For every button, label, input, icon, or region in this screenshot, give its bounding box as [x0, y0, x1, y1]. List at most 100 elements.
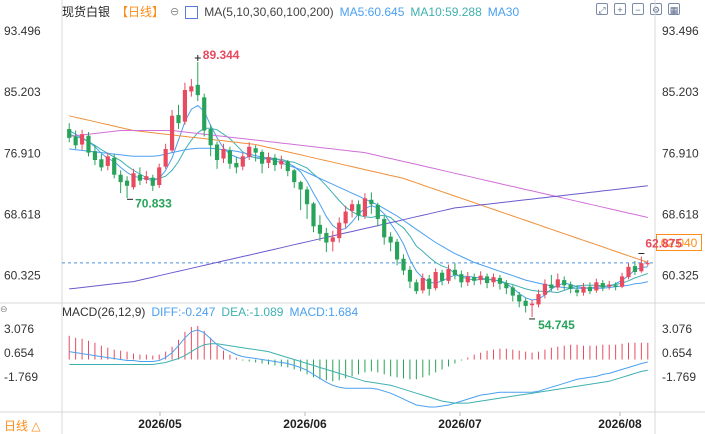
- candle-body: [317, 224, 323, 234]
- candle-body: [594, 282, 599, 291]
- period-selector[interactable]: 【日线】: [116, 5, 165, 19]
- candle-body: [163, 148, 168, 167]
- price-tick-right: 60.325: [662, 269, 699, 283]
- candle-body: [574, 289, 580, 293]
- candle-body: [388, 236, 393, 243]
- candle-body: [639, 263, 644, 272]
- candle-body: [247, 146, 252, 158]
- expand-icon[interactable]: ⤢: [596, 3, 608, 15]
- candle-body: [536, 294, 541, 305]
- candle-body: [182, 90, 188, 122]
- ma-line-ma200: [69, 185, 648, 290]
- candle-body: [208, 129, 213, 146]
- candle-body: [645, 263, 650, 265]
- candle-body: [124, 180, 130, 186]
- candle-body: [446, 269, 451, 281]
- candle-body: [523, 300, 528, 306]
- ma10-value: MA10:59.288: [410, 4, 482, 19]
- ma-label[interactable]: MA(5,10,30,60,100,200): [204, 4, 334, 19]
- candle-body: [452, 269, 458, 275]
- price-tick-left: 76.910: [4, 146, 41, 160]
- ma5-value: MA5:60.645: [339, 4, 405, 19]
- footer-period-selector[interactable]: 日线 △: [4, 419, 41, 433]
- grid-icon[interactable]: ▦: [668, 3, 680, 15]
- candle-body: [472, 277, 477, 281]
- candle-body: [478, 275, 483, 281]
- candle-body: [510, 287, 515, 296]
- candle-body: [459, 274, 464, 283]
- candle-body: [626, 266, 631, 278]
- candle-body: [439, 272, 445, 281]
- macd-dea: DEA:-1.089: [221, 305, 284, 319]
- candle-body: [112, 157, 117, 175]
- candle-body: [549, 284, 554, 289]
- dea-line: [69, 343, 648, 404]
- candle-body: [542, 283, 548, 295]
- ma30-value: MA30: [487, 4, 520, 19]
- candle-body: [266, 157, 271, 163]
- candle-body: [214, 144, 220, 160]
- price-tick-left: 60.325: [4, 269, 41, 283]
- candle-body: [394, 241, 400, 260]
- candle-body: [632, 266, 638, 272]
- panel-settings-icon[interactable]: ⊖: [0, 304, 8, 314]
- ma-line-ma100: [69, 130, 648, 218]
- settings-box-icon[interactable]: ⚙: [650, 3, 662, 15]
- candle-body: [619, 276, 625, 287]
- candle-body: [337, 222, 342, 239]
- candle-body: [517, 294, 522, 302]
- date-label: 2026/06: [283, 417, 327, 431]
- candle-body: [613, 285, 618, 287]
- macd-tick-right: -1.769: [662, 370, 696, 384]
- candle-body: [375, 204, 380, 219]
- candle-body: [433, 272, 438, 289]
- candle-body: [491, 277, 496, 283]
- candle-body: [99, 159, 104, 168]
- high-annotation: 89.344: [203, 48, 240, 62]
- low-annotation-late: 54.745: [538, 318, 575, 332]
- candle-body: [144, 176, 149, 180]
- recent-high-annotation: 62.875: [645, 237, 682, 251]
- candle-body: [227, 150, 233, 164]
- candle-body: [401, 258, 406, 271]
- candle-body: [118, 174, 123, 183]
- candle-body: [105, 156, 110, 166]
- chart-legend: 现货白银 【日线】 ⊖ MA(5,10,30,60,100,200) MA5:6…: [62, 3, 519, 20]
- macd-tick-left: 3.076: [4, 322, 34, 336]
- indicator-icon[interactable]: [185, 6, 199, 19]
- date-label: 2026/07: [438, 417, 482, 431]
- macd-legend: MACD(26,12,9) DIFF:-0.247 DEA:-1.089 MAC…: [62, 305, 358, 319]
- candle-body: [202, 97, 207, 131]
- price-tick-left: 85.203: [4, 85, 41, 99]
- candle-body: [349, 204, 355, 211]
- candle-body: [420, 277, 425, 291]
- candle-body: [92, 151, 98, 160]
- candle-body: [298, 182, 303, 190]
- candle-body: [362, 198, 368, 216]
- candle-body: [330, 237, 335, 242]
- price-tick-right: 85.203: [662, 85, 699, 99]
- candle-body: [131, 173, 136, 188]
- candle-body: [157, 167, 162, 186]
- add-box-icon[interactable]: +: [614, 3, 626, 15]
- price-tick-left: 93.496: [4, 24, 41, 38]
- candle-body: [382, 218, 387, 238]
- macd-diff: DIFF:-0.247: [151, 305, 216, 319]
- candle-body: [79, 134, 85, 145]
- candle-body: [607, 284, 612, 287]
- candle-body: [137, 174, 143, 181]
- settings-icon[interactable]: ⊖: [170, 6, 180, 18]
- macd-name[interactable]: MACD(26,12,9): [62, 305, 146, 319]
- candle-body: [195, 84, 200, 96]
- candle-body: [555, 279, 560, 288]
- price-tick-left: 68.618: [4, 207, 41, 221]
- price-tick-right: 68.618: [662, 207, 699, 221]
- candle-body: [304, 189, 310, 205]
- chart-toolbar: ⤢ + − ⚙ ▦: [596, 3, 680, 15]
- candle-body: [189, 86, 194, 92]
- date-label: 2026/08: [598, 417, 642, 431]
- ma-line-ma60: [69, 115, 648, 263]
- candle-body: [581, 286, 586, 293]
- remove-box-icon[interactable]: −: [632, 3, 644, 15]
